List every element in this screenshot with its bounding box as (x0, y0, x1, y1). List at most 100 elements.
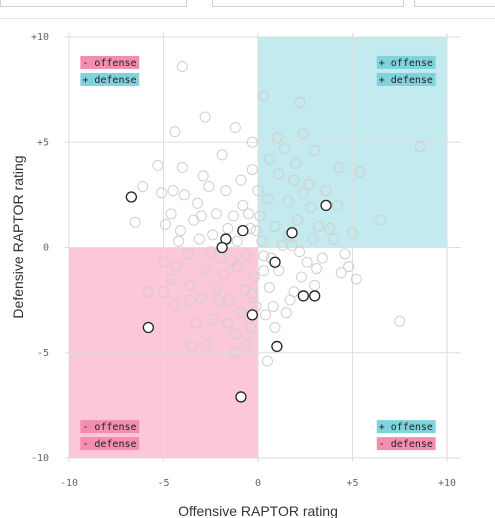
filter-field-2[interactable] (212, 0, 404, 7)
filter-field-1[interactable] (0, 0, 187, 7)
background-point (231, 235, 243, 247)
quadrant-label-top-right: + offense (379, 58, 433, 69)
y-axis-ticks: -10 -5 0 +5 +10 (31, 32, 49, 464)
background-point (280, 307, 292, 319)
background-point (350, 273, 362, 285)
toolbar-divider (0, 18, 495, 19)
background-point (231, 260, 243, 272)
x-axis-label: Offensive RAPTOR rating (178, 503, 338, 518)
quadrant-label-bg (80, 55, 140, 69)
quadrant-label-bottom-right: - defense (379, 439, 433, 450)
background-point (312, 220, 324, 232)
background-point (282, 195, 294, 207)
background-point (297, 128, 309, 140)
background-point (243, 208, 255, 220)
x-tick-label: +5 (346, 478, 358, 489)
background-point (193, 233, 205, 245)
quadrant-label-bottom-left: - offense (82, 422, 136, 433)
background-point (167, 185, 179, 197)
background-point (295, 271, 307, 283)
highlighted-point (271, 340, 283, 353)
background-point (210, 281, 222, 293)
background-point (284, 294, 296, 306)
background-point (152, 159, 164, 171)
background-point (192, 197, 204, 209)
background-point (246, 288, 258, 300)
quadrant-label-bottom-left: - defense (82, 439, 136, 450)
background-point (229, 347, 241, 359)
background-point (235, 174, 247, 186)
background-point (252, 185, 264, 197)
background-point (197, 170, 209, 182)
background-point (271, 132, 283, 144)
highlighted-points (125, 191, 332, 403)
background-point (333, 162, 345, 174)
background-point (278, 143, 290, 155)
background-point (263, 153, 275, 165)
background-point (273, 168, 285, 180)
background-point (258, 250, 270, 262)
x-axis-ticks: -10 -5 0 +5 +10 (60, 478, 456, 489)
background-point (224, 294, 236, 306)
background-point (165, 273, 177, 285)
background-point (354, 166, 366, 178)
background-point (246, 164, 258, 176)
background-point (248, 271, 260, 283)
background-point (246, 136, 258, 148)
background-point (129, 216, 141, 228)
background-point (142, 286, 154, 298)
background-point (227, 210, 239, 222)
background-point (207, 313, 219, 325)
background-point (156, 187, 168, 199)
background-point (250, 225, 262, 237)
background-point (169, 298, 181, 310)
background-point (347, 227, 358, 239)
quadrant-label-bottom-right: + offense (379, 422, 433, 433)
background-point (158, 256, 169, 268)
background-point (286, 239, 298, 251)
background-point (229, 122, 241, 134)
background-point (258, 90, 270, 102)
background-point (244, 321, 256, 333)
quadrant-label-bg (80, 72, 140, 86)
quadrant-label-bg (376, 72, 436, 86)
background-point (294, 96, 306, 108)
background-point (309, 145, 321, 157)
background-point (294, 246, 306, 258)
y-tick-label: 0 (43, 243, 49, 254)
background-point (178, 189, 190, 201)
background-point (256, 235, 268, 247)
highlighted-point (320, 199, 332, 212)
background-point (207, 229, 219, 241)
background-point (173, 235, 185, 247)
background-point (320, 185, 332, 197)
background-point (277, 239, 289, 251)
background-point (335, 267, 347, 279)
background-point (195, 210, 207, 222)
background-point (169, 126, 181, 138)
background-point (214, 252, 226, 264)
background-point (205, 246, 217, 258)
background-point (184, 279, 196, 291)
background-point (307, 233, 319, 245)
highlighted-point (125, 191, 138, 203)
y-axis-label: Defensive RAPTOR rating (10, 155, 26, 318)
background-point (229, 328, 241, 340)
background-point (171, 260, 183, 272)
background-point (316, 252, 328, 264)
background-point (237, 199, 249, 211)
background-point (328, 233, 340, 245)
background-point (303, 178, 315, 190)
highlighted-point (216, 241, 228, 254)
filter-field-3[interactable] (414, 0, 495, 7)
background-point (235, 307, 247, 319)
background-point (324, 223, 336, 235)
background-point (269, 321, 281, 333)
quadrant-label-top-left: + defense (82, 75, 136, 86)
highlighted-point (235, 391, 247, 403)
background-point (176, 162, 188, 174)
background-point (212, 294, 224, 306)
x-tick-label: -5 (157, 478, 169, 489)
background-point (339, 248, 351, 260)
